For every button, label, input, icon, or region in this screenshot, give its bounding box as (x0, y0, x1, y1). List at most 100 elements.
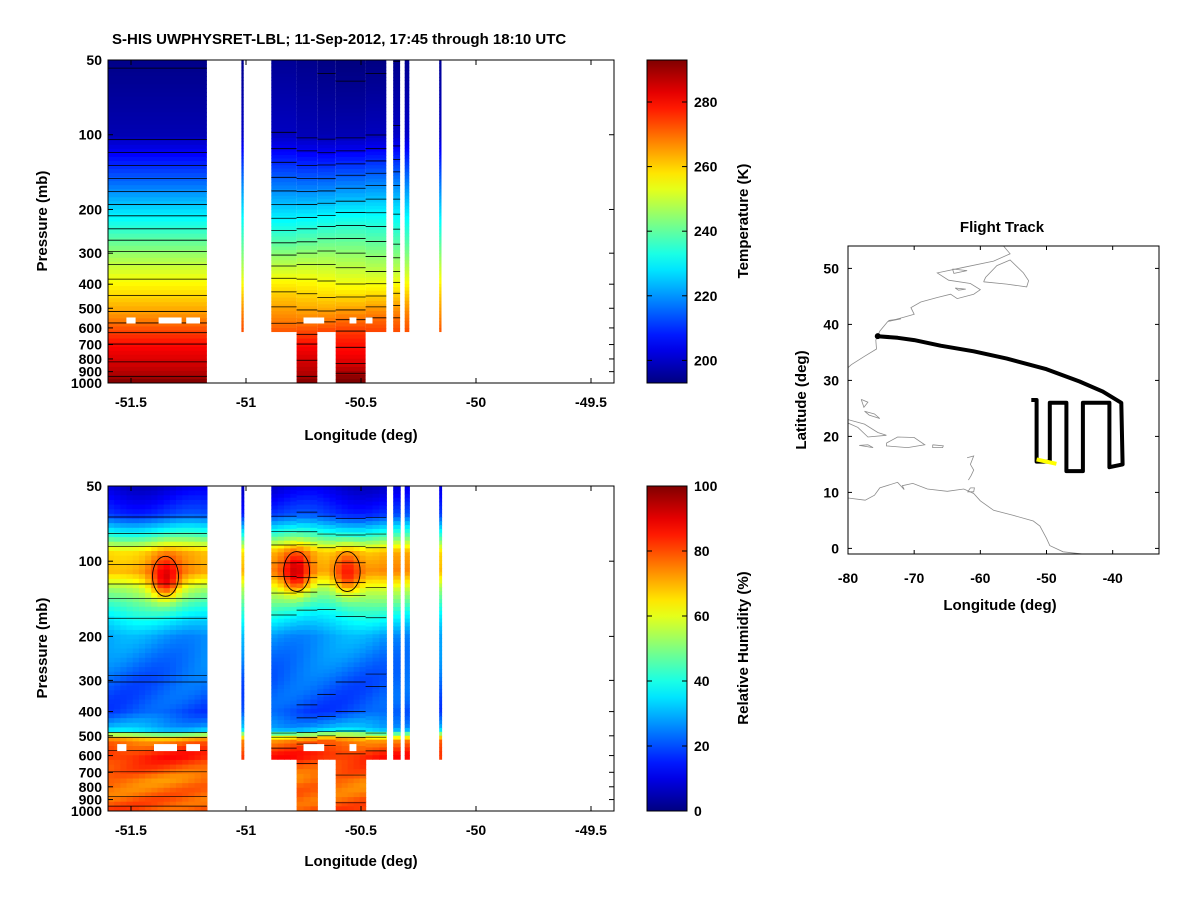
humidity-cell (163, 671, 171, 677)
temperature-cell (271, 222, 297, 227)
humidity-cell (323, 505, 331, 511)
humidity-cell (372, 743, 380, 749)
humidity-cell (157, 681, 165, 687)
humidity-cell (169, 718, 177, 724)
humidity-cell (126, 546, 134, 552)
humidity-cell (353, 750, 361, 756)
humidity-cell (347, 718, 355, 724)
temperature-cell (365, 314, 387, 319)
humidity-cell (296, 685, 305, 691)
temperature-cell (404, 219, 410, 224)
humidity-cell (359, 490, 367, 496)
humidity-cell (283, 536, 291, 542)
humidity-cell (114, 639, 121, 645)
humidity-cell (317, 489, 325, 495)
humidity-cell (317, 704, 325, 710)
humidity-cell (323, 497, 331, 503)
humidity-cell (138, 643, 146, 650)
humidity-cell (114, 513, 121, 520)
humidity-cell (317, 708, 325, 713)
humidity-cell (372, 649, 380, 655)
humidity-cell (341, 722, 349, 729)
humidity-cell (145, 667, 152, 673)
humidity-cell (329, 595, 337, 600)
humidity-cell (335, 690, 343, 696)
humidity-cell (359, 736, 367, 742)
humidity-cell (303, 713, 311, 719)
humidity-cell (175, 685, 183, 691)
humidity-cell (393, 681, 401, 686)
humidity-cell (393, 536, 401, 542)
humidity-cell (132, 574, 140, 580)
humidity-cell (290, 645, 298, 651)
temperature-cell (271, 127, 297, 132)
humidity-cell (277, 560, 285, 565)
humidity-cell (145, 797, 152, 803)
temperature-cell (317, 202, 336, 207)
humidity-cell (138, 555, 146, 561)
humidity-cell (277, 731, 285, 737)
humidity-cell (439, 696, 443, 702)
humidity-cell (126, 537, 134, 543)
humidity-cell (372, 521, 380, 526)
temperature-cell (296, 68, 318, 73)
humidity-cell (169, 653, 177, 659)
temperature-cell (108, 197, 207, 202)
temperature-cell (439, 280, 442, 285)
humidity-cell (182, 546, 189, 552)
humidity-cell (120, 546, 128, 552)
humidity-cell (108, 541, 115, 547)
temperature-cell (335, 120, 366, 126)
humidity-cell (188, 704, 196, 710)
humidity-cell (439, 536, 443, 542)
humidity-cell (393, 669, 401, 674)
temperature-cell (296, 269, 318, 275)
humidity-cell (439, 497, 443, 503)
humidity-cell (365, 595, 374, 600)
humidity-cell (200, 541, 208, 547)
humidity-cell (379, 486, 387, 491)
humidity-cell (347, 569, 355, 575)
humidity-cell (283, 571, 291, 577)
humidity-cell (200, 578, 208, 585)
humidity-cell (353, 499, 361, 506)
temperature-cell (317, 239, 336, 244)
humidity-cell (317, 712, 325, 717)
humidity-cell (290, 630, 298, 635)
humidity-cell (317, 591, 325, 596)
humidity-cell (163, 653, 171, 659)
temperature-cell (317, 161, 336, 166)
temperature-cell (317, 256, 336, 261)
humidity-cell (188, 499, 196, 506)
humidity-cell (200, 797, 208, 803)
humidity-cell (108, 648, 115, 654)
temperature-cell (335, 156, 366, 162)
temperature-cell (335, 116, 366, 122)
humidity-cell (341, 685, 349, 691)
humidity-cell (241, 501, 245, 507)
humidity-cell (200, 588, 208, 594)
humidity-cell (277, 685, 285, 690)
temperature-cell (404, 182, 410, 187)
humidity-cell (157, 690, 165, 696)
humidity-cell (404, 731, 410, 737)
humidity-cell (393, 560, 401, 565)
humidity-cell (323, 599, 331, 604)
temperature-cell (365, 100, 387, 105)
temperature-cell (439, 294, 442, 299)
temperature-cell (335, 217, 366, 223)
humidity-cell (114, 583, 121, 589)
humidity-cell (200, 792, 208, 798)
humidity-cell (132, 797, 140, 803)
humidity-cell (393, 755, 401, 760)
humidity-cell (323, 677, 331, 682)
humidity-cell (379, 731, 387, 737)
humidity-cell (439, 731, 443, 737)
humidity-cell (290, 544, 298, 550)
humidity-cell (329, 653, 337, 659)
temperature-cell (365, 233, 387, 238)
temperature-cell (317, 144, 336, 149)
humidity-cell (138, 741, 146, 747)
humidity-cell (365, 735, 374, 741)
temperature-cell (317, 182, 336, 187)
